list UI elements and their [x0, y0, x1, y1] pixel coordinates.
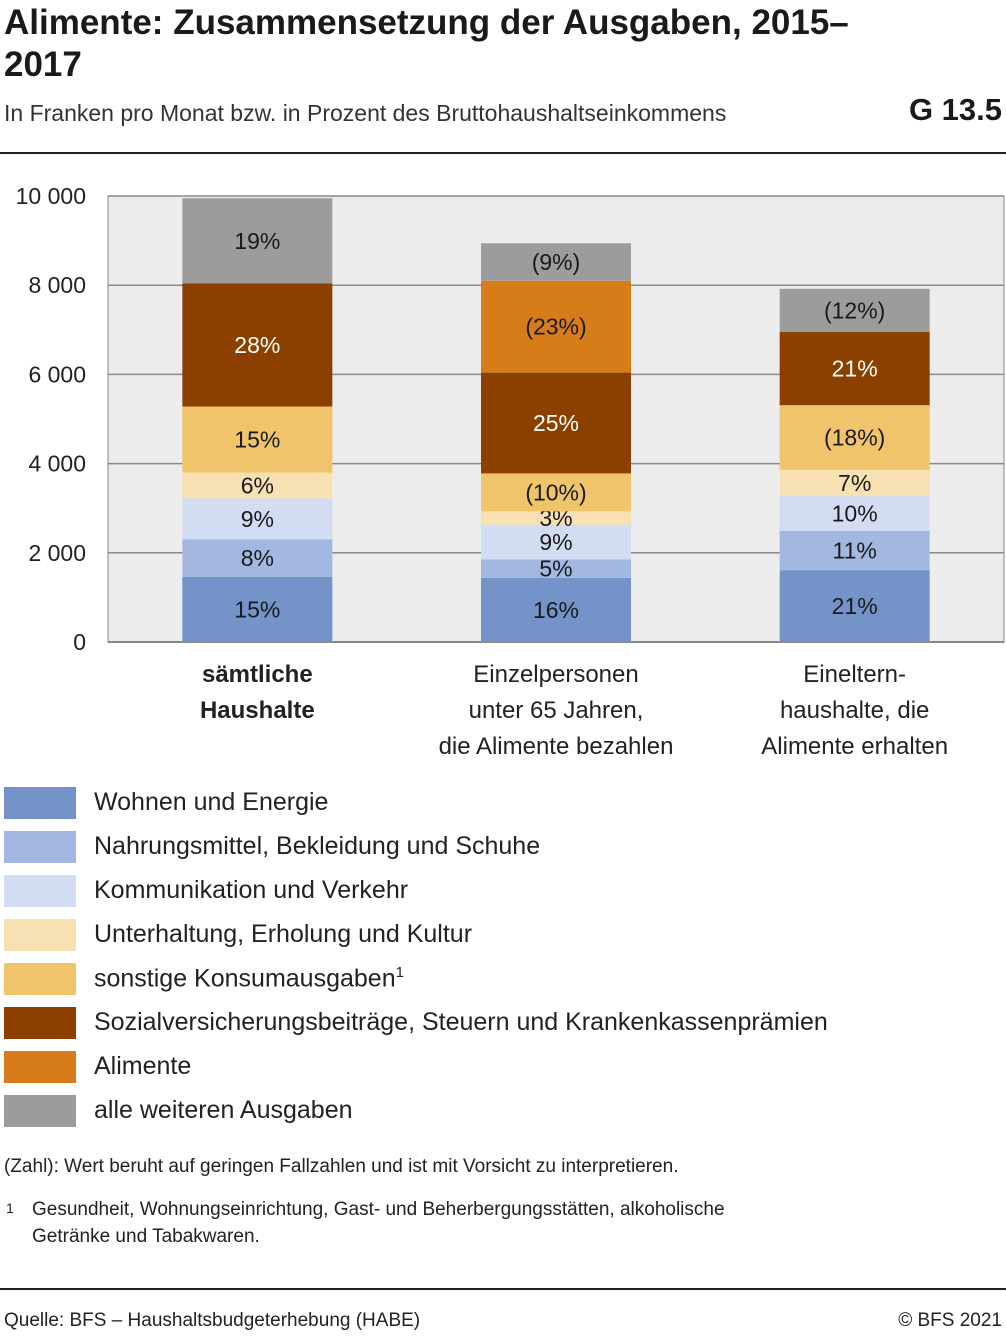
footnote-text: Gesundheit, Wohnungseinrichtung, Gast- u… [32, 1199, 725, 1247]
data-label: 21% [832, 356, 878, 382]
bar-segment [779, 530, 930, 571]
legend-label: sonstige Konsumausgaben1 [94, 964, 404, 993]
data-label: 8% [241, 545, 274, 571]
y-tick-label: 0 [73, 629, 86, 655]
legend-label: Kommunikation und Verkehr [94, 876, 409, 904]
bar-segment [779, 288, 930, 333]
bar-segment [481, 577, 631, 642]
bar-segment [182, 472, 333, 499]
data-label: 15% [234, 596, 280, 622]
legend-label: Wohnen und Energie [94, 788, 329, 816]
category-label: Einzelpersonen [473, 661, 638, 688]
bottom-rule [0, 1288, 1006, 1290]
category-label: Eineltern- [803, 661, 906, 688]
legend-swatch [4, 787, 76, 819]
data-label: 5% [539, 556, 572, 582]
category-label: Alimente erhalten [761, 733, 948, 760]
bar-segment [182, 576, 333, 642]
data-label: (18%) [824, 425, 885, 451]
chart-code: G 13.5 [908, 92, 1002, 127]
category-label: sämtliche [202, 661, 313, 688]
data-label: 10% [832, 501, 878, 527]
bar-segment [779, 469, 930, 497]
data-label: 7% [838, 470, 871, 496]
chart-title: Alimente: Zusammensetzung der Ausgaben, … [4, 3, 849, 84]
data-label: 28% [234, 332, 280, 358]
bar-segment [481, 280, 631, 373]
data-label: 6% [241, 472, 274, 498]
legend-swatch [4, 1095, 76, 1127]
bar-segment [481, 243, 631, 281]
bar-segment [182, 283, 333, 407]
category-label: Haushalte [200, 697, 315, 724]
top-rule [0, 152, 1006, 154]
bar-segment [182, 498, 333, 540]
stacked-bar-chart: 0 2 000 4 000 6 000 8 000 10 000 15% 8% 9% 6% 15% 2… [16, 183, 1005, 760]
caution-note: (Zahl): Wert beruht auf geringen Fallzah… [4, 1156, 679, 1177]
data-label: 9% [241, 506, 274, 532]
y-tick-label: 2 000 [28, 540, 86, 566]
category-label: haushalte, die [780, 697, 929, 724]
bar-segment [182, 198, 333, 284]
legend-swatch [4, 1051, 76, 1083]
data-label: 16% [533, 597, 579, 623]
legend-label: Unterhaltung, Erholung und Kultur [94, 920, 473, 948]
legend-label: Sozialversicherungsbeiträge, Steuern und… [94, 1008, 828, 1036]
category-label: unter 65 Jahren, [469, 697, 644, 724]
copyright-text: © BFS 2021 [898, 1310, 1002, 1331]
legend-label: Alimente [94, 1052, 192, 1080]
data-label: 25% [533, 410, 579, 436]
bar-segment [182, 406, 333, 473]
legend-swatch [4, 831, 76, 863]
category-label: die Alimente bezahlen [439, 733, 674, 760]
legend-swatch [4, 875, 76, 907]
data-label: 19% [234, 228, 280, 254]
data-label: (23%) [525, 314, 586, 340]
data-label: 15% [234, 427, 280, 453]
data-label: (10%) [525, 479, 586, 505]
legend-swatch [4, 963, 76, 995]
y-tick-label: 4 000 [28, 451, 86, 477]
data-label: 11% [833, 538, 877, 564]
bar-segment [481, 372, 631, 474]
y-tick-label: 10 000 [16, 183, 86, 209]
y-tick-label: 8 000 [28, 272, 86, 298]
bar-segment [779, 496, 930, 531]
footnote-number: 1 [6, 1200, 14, 1216]
legend-label: Nahrungsmittel, Bekleidung und Schuhe [94, 832, 541, 860]
bar-segment [481, 559, 631, 578]
data-label: (9%) [532, 249, 581, 275]
bar-segment [779, 405, 930, 470]
y-tick-label: 6 000 [28, 361, 86, 387]
legend-superscript: 1 [395, 964, 404, 981]
data-label: 9% [539, 529, 572, 555]
source-text: Quelle: BFS – Haushaltsbudgeterhebung (H… [4, 1310, 421, 1331]
bar-segment [779, 332, 930, 406]
bar-segment [182, 539, 333, 577]
bar-segment [779, 570, 930, 642]
chart-subtitle: In Franken pro Monat bzw. in Prozent des… [4, 100, 727, 126]
legend-label: alle weiteren Ausgaben [94, 1096, 353, 1124]
legend-swatch [4, 919, 76, 951]
data-label: (12%) [824, 297, 885, 323]
bar-segment [481, 524, 631, 560]
legend-swatch [4, 1007, 76, 1039]
bar-segment [481, 511, 631, 525]
data-label: 21% [832, 593, 878, 619]
bar-segment [481, 473, 631, 512]
